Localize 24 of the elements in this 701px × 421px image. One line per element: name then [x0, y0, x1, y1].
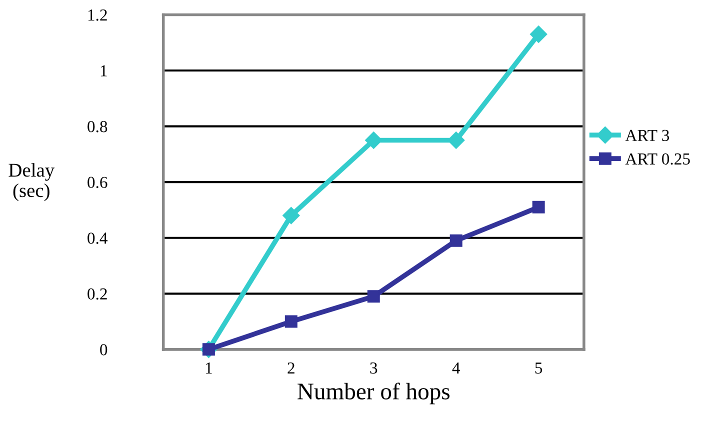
point: [450, 234, 462, 247]
x-tick-label: 3: [370, 362, 378, 374]
legend-label: ART 0.25: [625, 153, 690, 165]
point: [282, 207, 300, 224]
x-tick-label: 2: [288, 362, 294, 374]
legend-label: ART 3: [625, 130, 670, 142]
point: [284, 315, 298, 328]
x-tick-label: 4: [452, 362, 460, 374]
x-tick-label: 1: [206, 362, 212, 374]
y-tick-label: 0.4: [88, 232, 108, 244]
x-tick-label: 5: [535, 362, 542, 374]
x-axis-title: Number of hops: [298, 382, 450, 404]
point: [367, 290, 380, 303]
point: [530, 26, 548, 43]
y-tick-label: 0.6: [88, 176, 108, 188]
y-tick-label: 1.2: [88, 9, 107, 21]
y-axis-title: Delay (sec): [8, 163, 55, 202]
y-tick-label: 1: [100, 65, 107, 76]
point: [532, 200, 545, 214]
point: [448, 132, 465, 149]
y-tick-label: 0: [100, 344, 108, 356]
y-tick-label: 0.2: [88, 288, 107, 300]
point: [365, 132, 382, 149]
y-tick-label: 0.8: [88, 121, 108, 132]
